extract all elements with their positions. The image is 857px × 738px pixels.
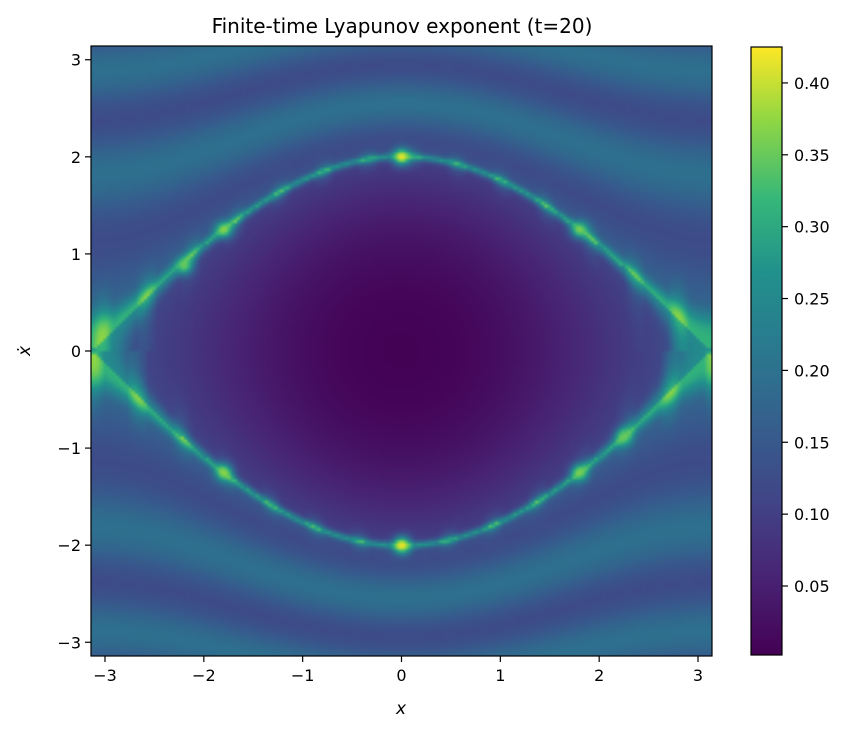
colorbar-tick-label: 0.35 <box>794 146 830 165</box>
x-tick-label: −1 <box>291 666 315 685</box>
y-tick-label: −3 <box>57 633 81 652</box>
y-tick-label: 2 <box>71 148 81 167</box>
y-tick-label: −1 <box>57 439 81 458</box>
x-tick-label: −2 <box>192 666 216 685</box>
y-tick-label: 1 <box>71 245 81 264</box>
colorbar-tick-label: 0.40 <box>794 74 830 93</box>
y-axis-ticks: −3 −2 −1 0 1 2 3 <box>57 51 91 652</box>
x-tick-label: −3 <box>93 666 117 685</box>
colorbar-tick-label: 0.30 <box>794 218 830 237</box>
x-tick-label: 1 <box>495 666 505 685</box>
x-axis-label: x <box>395 699 407 719</box>
colorbar-ticks: 0.05 0.10 0.15 0.20 0.25 0.30 0.35 0.40 <box>782 74 830 596</box>
x-tick-label: 0 <box>396 666 406 685</box>
colorbar-tick-label: 0.25 <box>794 290 830 309</box>
colorbar-frame <box>750 46 783 656</box>
x-tick-label: 2 <box>594 666 604 685</box>
plot-area <box>90 45 713 657</box>
colorbar-gradient <box>751 47 782 655</box>
colorbar-tick-label: 0.05 <box>794 577 830 596</box>
colorbar-tick-label: 0.10 <box>794 505 830 524</box>
x-tick-label: 3 <box>693 666 703 685</box>
y-tick-label: −2 <box>57 536 81 555</box>
y-tick-label: 0 <box>71 342 81 361</box>
heatmap-image <box>91 46 712 656</box>
colorbar-tick-label: 0.15 <box>794 433 830 452</box>
x-axis-ticks: −3 −2 −1 0 1 2 3 <box>93 656 703 685</box>
colorbar: 0.05 0.10 0.15 0.20 0.25 0.30 0.35 0.40 <box>750 46 830 656</box>
chart-title: Finite-time Lyapunov exponent (t=20) <box>212 14 593 38</box>
y-tick-label: 3 <box>71 51 81 70</box>
colorbar-tick-label: 0.20 <box>794 361 830 380</box>
y-axis-label: ẋ <box>15 345 35 357</box>
